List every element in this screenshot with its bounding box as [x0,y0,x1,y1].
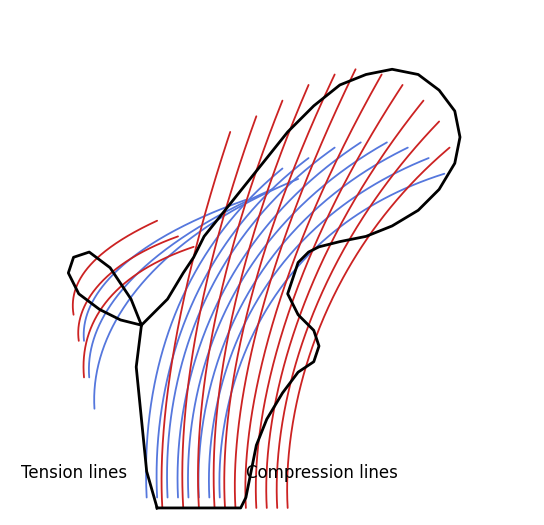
Text: Compression lines: Compression lines [246,464,398,482]
Text: Tension lines: Tension lines [21,464,127,482]
